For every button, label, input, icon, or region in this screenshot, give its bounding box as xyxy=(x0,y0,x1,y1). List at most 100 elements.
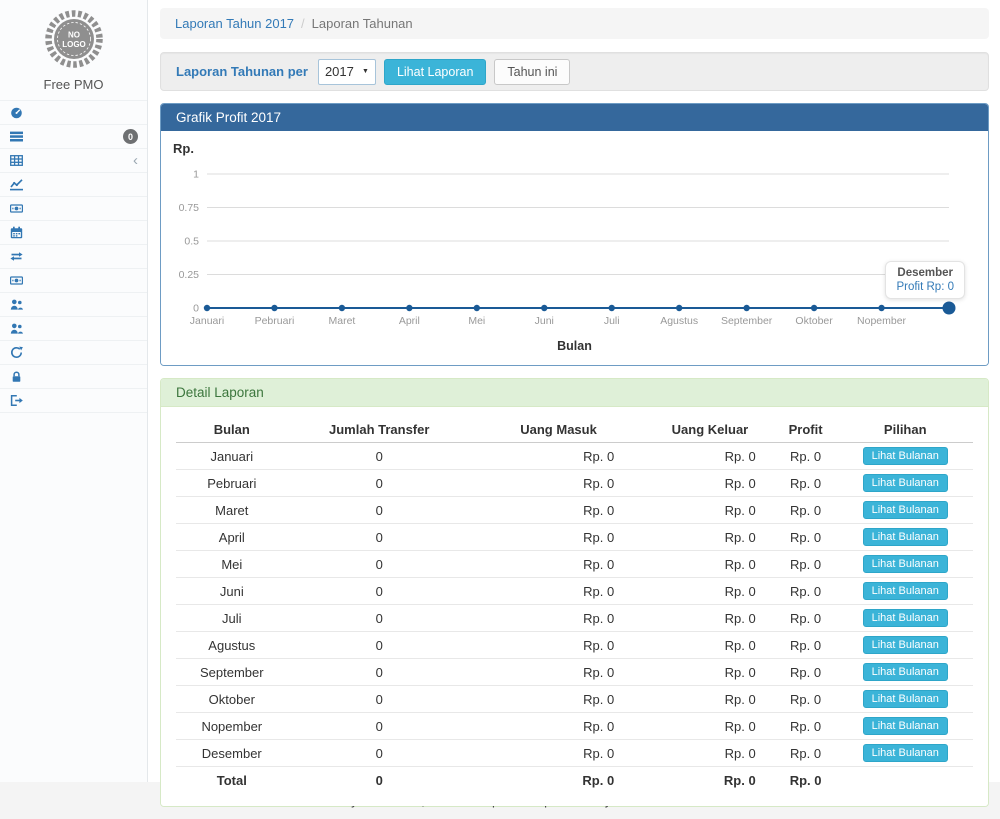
table-row: Nopember 0 Rp. 0 Rp. 0 Rp. 0 Lihat Bulan… xyxy=(176,712,973,740)
table-row: Agustus 0 Rp. 0 Rp. 0 Rp. 0 Lihat Bulana… xyxy=(176,631,973,659)
col-uang-keluar: Uang Keluar xyxy=(646,417,774,443)
table-row: Januari 0 Rp. 0 Rp. 0 Rp. 0 Lihat Bulana… xyxy=(176,442,973,470)
col-pilihan: Pilihan xyxy=(837,417,973,443)
cell-jumlah-transfer: 0 xyxy=(287,631,471,659)
cell-uang-masuk: Rp. 0 xyxy=(470,523,647,551)
cell-bulan: Pebruari xyxy=(176,469,288,497)
cell-profit: Rp. 0 xyxy=(773,739,838,767)
money-icon xyxy=(9,202,23,215)
cell-bulan: Juni xyxy=(176,577,288,605)
cell-bulan: Oktober xyxy=(176,685,288,713)
svg-text:0.5: 0.5 xyxy=(184,236,199,248)
cell-jumlah-transfer: 0 xyxy=(287,577,471,605)
cell-uang-keluar: Rp. 0 xyxy=(646,658,774,686)
refresh-icon xyxy=(9,346,23,359)
lihat-bulanan-button[interactable]: Lihat Bulanan xyxy=(862,717,948,735)
cell-profit: Rp. 0 xyxy=(773,523,838,551)
svg-text:April: April xyxy=(399,315,420,327)
sidebar-item[interactable] xyxy=(0,269,147,293)
svg-text:Juli: Juli xyxy=(604,315,620,327)
sidebar-item[interactable] xyxy=(0,221,147,245)
svg-text:0.75: 0.75 xyxy=(179,202,200,214)
caret-down-icon: ▼ xyxy=(362,68,369,75)
table-total-row: Total 0 Rp. 0 Rp. 0 Rp. 0 xyxy=(176,767,973,795)
y-axis-label: Rp. xyxy=(173,141,194,156)
col-bulan: Bulan xyxy=(176,417,288,443)
tasks-icon xyxy=(9,130,23,143)
cell-bulan: Januari xyxy=(176,442,288,470)
sidebar-item[interactable] xyxy=(0,389,147,413)
breadcrumb: Laporan Tahun 2017 / Laporan Tahunan xyxy=(160,8,989,39)
lihat-bulanan-button[interactable]: Lihat Bulanan xyxy=(862,690,948,708)
svg-text:Mei: Mei xyxy=(468,315,485,327)
table-icon xyxy=(9,154,23,167)
breadcrumb-link[interactable]: Laporan Tahun 2017 xyxy=(175,16,295,31)
cell-jumlah-transfer: 0 xyxy=(287,739,471,767)
svg-text:1: 1 xyxy=(193,169,199,181)
lihat-bulanan-button[interactable]: Lihat Bulanan xyxy=(862,501,948,519)
dashboard-icon xyxy=(9,106,23,119)
col-jumlah-transfer: Jumlah Transfer xyxy=(287,417,471,443)
breadcrumb-separator: / xyxy=(301,16,305,31)
year-select[interactable]: 2017 ▼ xyxy=(317,58,376,85)
lihat-bulanan-button[interactable]: Lihat Bulanan xyxy=(862,474,948,492)
lihat-bulanan-button[interactable]: Lihat Bulanan xyxy=(862,528,948,546)
cell-uang-masuk: Rp. 0 xyxy=(470,442,647,470)
sidebar-item[interactable] xyxy=(0,365,147,389)
sign-out-icon xyxy=(9,394,23,407)
svg-text:Januari: Januari xyxy=(190,315,224,327)
sidebar-item[interactable] xyxy=(0,173,147,197)
table-row: Pebruari 0 Rp. 0 Rp. 0 Rp. 0 Lihat Bulan… xyxy=(176,469,973,497)
svg-text:Oktober: Oktober xyxy=(795,315,833,327)
sidebar: NO LOGO Free PMO 0 xyxy=(0,0,148,782)
sidebar-item[interactable] xyxy=(0,341,147,365)
lihat-bulanan-button[interactable]: Lihat Bulanan xyxy=(862,744,948,762)
breadcrumb-current: Laporan Tahunan xyxy=(311,16,413,31)
sidebar-item[interactable]: 0 xyxy=(0,125,147,149)
sidebar-item[interactable] xyxy=(0,101,147,125)
cell-profit: Rp. 0 xyxy=(773,685,838,713)
cell-profit: Rp. 0 xyxy=(773,712,838,740)
profit-chart-panel: Grafik Profit 2017 Rp. 0 0.25 0.5 0.75 1 Janu… xyxy=(160,103,989,366)
sidebar-item[interactable]: ‹ xyxy=(0,149,147,173)
svg-text:Juni: Juni xyxy=(535,315,554,327)
main-content: Laporan Tahun 2017 / Laporan Tahunan Lapor… xyxy=(148,0,1000,807)
logo-text-line1: NO xyxy=(68,31,80,40)
table-row: Mei 0 Rp. 0 Rp. 0 Rp. 0 Lihat Bulanan xyxy=(176,550,973,578)
sidebar-item[interactable] xyxy=(0,197,147,221)
tahun-ini-button[interactable]: Tahun ini xyxy=(494,58,571,85)
count-badge: 0 xyxy=(123,129,138,144)
lihat-bulanan-button[interactable]: Lihat Bulanan xyxy=(862,447,948,465)
lihat-bulanan-button[interactable]: Lihat Bulanan xyxy=(862,582,948,600)
svg-text:0.25: 0.25 xyxy=(179,269,200,281)
cell-profit: Rp. 0 xyxy=(773,496,838,524)
svg-text:Pebruari: Pebruari xyxy=(255,315,295,327)
cell-profit: Rp. 0 xyxy=(773,469,838,497)
cell-uang-masuk: Rp. 0 xyxy=(470,604,647,632)
svg-text:September: September xyxy=(721,315,773,327)
lihat-bulanan-button[interactable]: Lihat Bulanan xyxy=(862,636,948,654)
cell-bulan: Desember xyxy=(176,739,288,767)
lihat-bulanan-button[interactable]: Lihat Bulanan xyxy=(862,663,948,681)
cell-jumlah-transfer: 0 xyxy=(287,469,471,497)
cell-uang-masuk: Rp. 0 xyxy=(470,469,647,497)
sidebar-item[interactable] xyxy=(0,293,147,317)
cell-uang-keluar: Rp. 0 xyxy=(646,577,774,605)
sidebar-item[interactable] xyxy=(0,245,147,269)
cell-bulan: September xyxy=(176,658,288,686)
cell-bulan: Nopember xyxy=(176,712,288,740)
sidebar-item[interactable] xyxy=(0,317,147,341)
cell-jumlah-transfer: 0 xyxy=(287,523,471,551)
cell-uang-keluar: Rp. 0 xyxy=(646,442,774,470)
lihat-bulanan-button[interactable]: Lihat Bulanan xyxy=(862,609,948,627)
cell-uang-keluar: Rp. 0 xyxy=(646,631,774,659)
filter-label: Laporan Tahunan per xyxy=(176,64,308,79)
cell-jumlah-transfer: 0 xyxy=(287,604,471,632)
cell-jumlah-transfer: 0 xyxy=(287,685,471,713)
svg-text:0: 0 xyxy=(193,303,199,315)
total-jumlah-transfer: 0 xyxy=(375,773,383,788)
lihat-laporan-button[interactable]: Lihat Laporan xyxy=(383,58,487,85)
cell-uang-masuk: Rp. 0 xyxy=(470,577,647,605)
lihat-bulanan-button[interactable]: Lihat Bulanan xyxy=(862,555,948,573)
